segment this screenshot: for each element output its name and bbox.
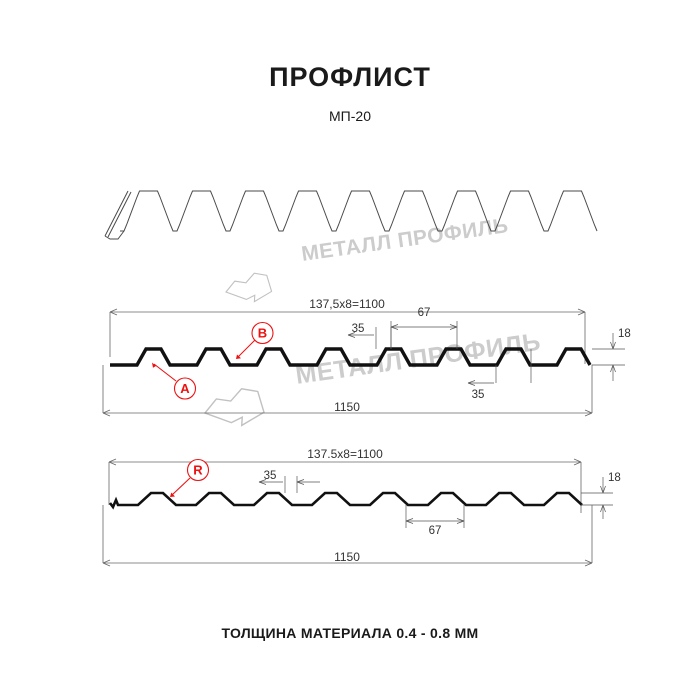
svg-text:A: A [180,381,190,396]
svg-text:137.5x8=1100: 137.5x8=1100 [307,447,383,461]
svg-text:35: 35 [472,389,485,401]
svg-text:R: R [193,463,203,478]
svg-text:МЕТАЛЛ ПРОФИЛЬ: МЕТАЛЛ ПРОФИЛЬ [294,328,543,390]
svg-text:18: 18 [608,472,621,484]
svg-text:137,5x8=1100: 137,5x8=1100 [309,297,385,311]
svg-text:1150: 1150 [334,400,360,414]
svg-text:B: B [258,326,267,341]
svg-text:67: 67 [418,307,431,319]
svg-text:18: 18 [618,328,631,340]
svg-text:67: 67 [429,525,442,537]
svg-text:МЕТАЛЛ ПРОФИЛЬ: МЕТАЛЛ ПРОФИЛЬ [300,214,510,266]
svg-text:35: 35 [264,470,277,482]
svg-text:35: 35 [352,323,365,335]
svg-text:1150: 1150 [334,550,360,564]
